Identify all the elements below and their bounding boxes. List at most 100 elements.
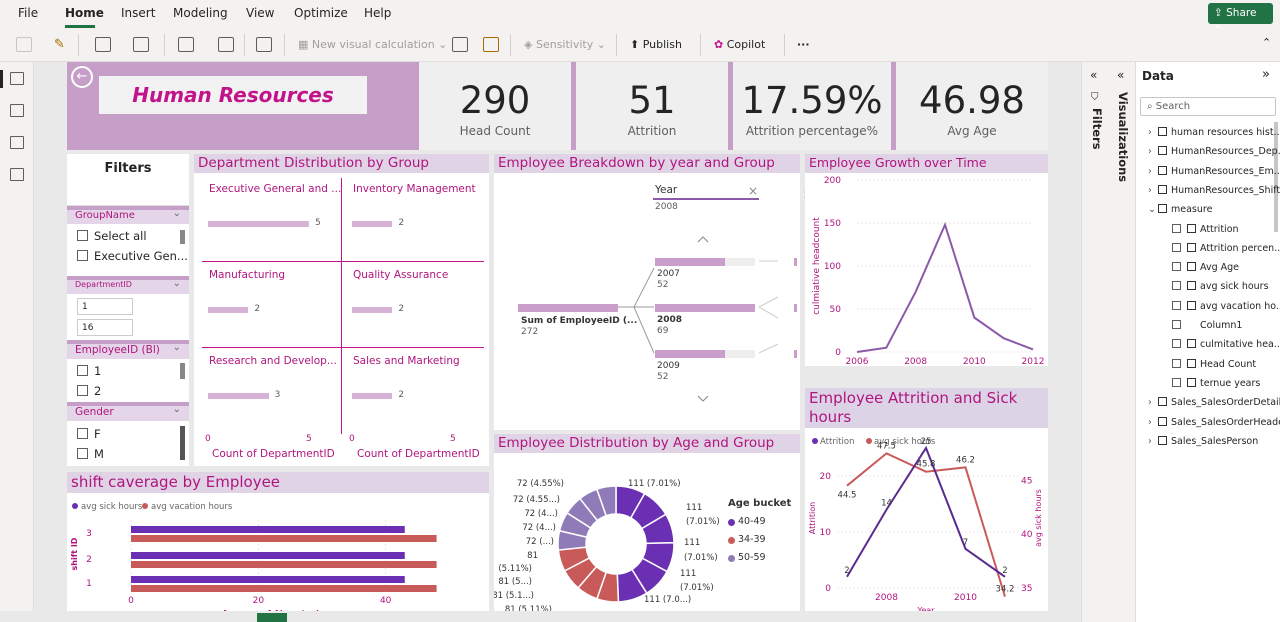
data-table-measure[interactable]: ⌄ measure: [1148, 204, 1212, 215]
checkbox[interactable]: [77, 428, 88, 439]
menu-help[interactable]: Help: [364, 6, 392, 20]
department-distribution-chart[interactable]: Department Distribution by Group Executi…: [194, 154, 489, 466]
new-visual-calculation-button[interactable]: ▦ New visual calculation ⌄: [298, 38, 448, 51]
expand-visualizations-icon[interactable]: «: [1117, 68, 1125, 82]
chevron-right-icon[interactable]: ›: [1148, 165, 1152, 177]
slicer-item[interactable]: Select all: [67, 226, 189, 246]
data-table[interactable]: › Sales_SalesOrderHeader: [1148, 416, 1280, 428]
chevron-right-icon[interactable]: ›: [1148, 397, 1152, 409]
scrollbar[interactable]: [1274, 122, 1278, 232]
model-view-icon[interactable]: [10, 136, 24, 149]
scrollbar[interactable]: [180, 363, 185, 379]
field-item[interactable]: Attrition: [1172, 223, 1239, 235]
node-bar[interactable]: [655, 304, 755, 312]
format-painter-icon[interactable]: ✎: [54, 37, 65, 52]
kpi-head-count[interactable]: 290 Head Count: [414, 62, 571, 150]
transform-data-icon[interactable]: [133, 37, 149, 52]
root-node-bar[interactable]: [518, 304, 618, 312]
visualizations-pane-label[interactable]: Visualizations: [1116, 92, 1130, 183]
dept-bar[interactable]: [208, 221, 309, 227]
checkbox[interactable]: [1172, 223, 1181, 233]
data-table[interactable]: › HumanResources_Em...: [1148, 165, 1280, 177]
collapse-ribbon-icon[interactable]: ⌃: [1262, 36, 1272, 49]
menu-modeling[interactable]: Modeling: [173, 6, 228, 20]
table-view-icon[interactable]: [10, 104, 24, 117]
expand-filters-icon[interactable]: «: [1090, 68, 1098, 82]
chevron-down-icon[interactable]: [697, 395, 709, 402]
data-table[interactable]: › HumanResources_Shift: [1148, 184, 1280, 196]
menu-file[interactable]: File: [18, 6, 39, 20]
field-item[interactable]: Head Count: [1172, 358, 1256, 370]
chevron-down-icon[interactable]: ⌄: [172, 208, 181, 219]
checkbox[interactable]: [1172, 300, 1181, 310]
quick-measure-icon[interactable]: [483, 37, 499, 52]
slicer-item[interactable]: M: [67, 444, 189, 464]
kpi-avg-age[interactable]: 46.98 Avg Age: [891, 62, 1048, 150]
checkbox[interactable]: [1172, 358, 1181, 368]
chevron-down-icon[interactable]: ⌄: [172, 404, 181, 415]
slicer-item[interactable]: 2: [67, 381, 189, 401]
filters-pane-label[interactable]: Filters: [1090, 108, 1104, 150]
range-max-input[interactable]: 16: [77, 319, 133, 336]
field-item[interactable]: Column1: [1172, 320, 1242, 331]
menu-home[interactable]: Home: [65, 6, 104, 20]
employee-growth-chart[interactable]: Employee Growth over Time 200 150 100 50 0 20…: [805, 154, 1048, 366]
chevron-right-icon[interactable]: ›: [1148, 416, 1152, 428]
chevron-down-icon[interactable]: ⌄: [172, 278, 181, 289]
employee-breakdown-tree[interactable]: Employee Breakdown by year and Group Yea…: [494, 154, 810, 430]
field-item[interactable]: culmitative hea...: [1172, 339, 1280, 350]
field-item[interactable]: avg sick hours: [1172, 281, 1269, 292]
close-icon[interactable]: ×: [748, 184, 759, 198]
slicer-item[interactable]: 1: [67, 361, 189, 381]
data-table[interactable]: › HumanResources_Dep...: [1148, 146, 1280, 157]
checkbox[interactable]: [1172, 281, 1181, 291]
edit-queries-icon[interactable]: [178, 37, 194, 52]
get-data-icon[interactable]: [95, 37, 111, 52]
age-distribution-donut[interactable]: Employee Distribution by Age and Group 7…: [494, 434, 800, 618]
field-item[interactable]: Avg Age: [1172, 262, 1239, 273]
checkbox[interactable]: [1172, 242, 1181, 252]
refresh-icon[interactable]: [218, 37, 234, 52]
range-min-input[interactable]: 1: [77, 298, 133, 315]
menu-insert[interactable]: Insert: [121, 6, 156, 20]
back-arrow-icon[interactable]: ←: [71, 66, 93, 88]
checkbox[interactable]: [1172, 262, 1181, 272]
chevron-right-icon[interactable]: ›: [1148, 184, 1152, 196]
dept-bar[interactable]: [352, 307, 393, 313]
checkbox[interactable]: [1172, 320, 1181, 329]
search-input[interactable]: ⌕ Search: [1140, 97, 1276, 116]
menu-optimize[interactable]: Optimize: [294, 6, 348, 20]
share-button[interactable]: ⇪ Share ⌄: [1208, 3, 1273, 31]
kpi-attrition[interactable]: 51 Attrition: [571, 62, 728, 150]
publish-button[interactable]: ⬆ Publish: [630, 38, 682, 51]
data-table[interactable]: › human resources hist...: [1148, 127, 1280, 138]
sensitivity-button[interactable]: ◈ Sensitivity ⌄: [524, 38, 606, 51]
chevron-down-icon[interactable]: ⌄: [1148, 204, 1156, 216]
dept-bar[interactable]: [208, 307, 249, 313]
active-page-tab[interactable]: [257, 613, 287, 622]
more-options-button[interactable]: ···: [797, 38, 810, 51]
field-item[interactable]: avg vacation ho...: [1172, 300, 1280, 312]
field-item[interactable]: Attrition percen...: [1172, 242, 1280, 254]
new-visual-icon[interactable]: [256, 37, 272, 52]
data-table[interactable]: › Sales_SalesPerson: [1148, 435, 1258, 447]
chevron-right-icon[interactable]: ›: [1148, 146, 1152, 158]
paste-icon[interactable]: [16, 37, 32, 52]
dept-bar[interactable]: [352, 221, 393, 227]
checkbox[interactable]: [1172, 377, 1181, 387]
slicer-item[interactable]: Executive Gen...: [67, 246, 189, 266]
checkbox[interactable]: [1172, 339, 1181, 349]
checkbox[interactable]: [77, 250, 88, 261]
new-measure-icon[interactable]: [452, 37, 468, 52]
dept-bar[interactable]: [208, 393, 269, 399]
scrollbar[interactable]: [180, 426, 185, 460]
chevron-right-icon[interactable]: ›: [1148, 127, 1152, 138]
checkbox[interactable]: [77, 230, 88, 241]
chevron-right-icon[interactable]: ›: [1148, 435, 1152, 447]
node-bar[interactable]: [655, 350, 725, 358]
data-table[interactable]: › Sales_SalesOrderDetail: [1148, 397, 1280, 408]
kpi-attrition-percentage[interactable]: 17.59% Attrition percentage%: [728, 62, 891, 150]
report-view-icon[interactable]: [10, 72, 24, 85]
slicer-item[interactable]: F: [67, 424, 189, 444]
node-bar[interactable]: [655, 258, 725, 266]
